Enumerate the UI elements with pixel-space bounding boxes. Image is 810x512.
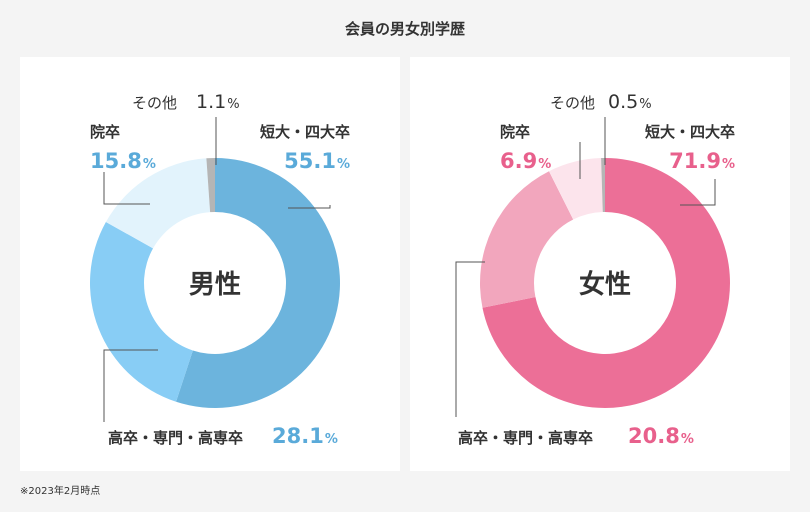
- male-value-label-1: 28.1%: [272, 424, 338, 448]
- male-category-label-2: 院卒: [90, 123, 120, 141]
- female-leader-line-0: [680, 179, 716, 206]
- female-center-label: 女性: [579, 269, 631, 300]
- male-category-label-3: その他: [132, 94, 177, 112]
- male-leader-line-0: [288, 205, 331, 209]
- female-category-label-0: 短大・四大卒: [645, 123, 735, 141]
- male-category-label-0: 短大・四大卒: [260, 123, 350, 141]
- male-category-label-1: 高卒・専門・高専卒: [108, 429, 243, 447]
- male-leader-line-1: [103, 349, 158, 422]
- male-value-label-3: 1.1%: [196, 91, 240, 113]
- male-value-label-0: 55.1%: [284, 149, 350, 173]
- male-value-label-2: 15.8%: [90, 149, 156, 173]
- female-value-label-0: 71.9%: [669, 149, 735, 173]
- male-donut-panel: 男性 短大・四大卒 55.1% 高卒・専門・高専卒 28.1% 院卒 15.8% その他 1.1…: [20, 57, 400, 471]
- female-category-label-2: 院卒: [500, 123, 530, 141]
- female-category-label-3: その他: [550, 94, 595, 112]
- male-slice-3: [206, 158, 215, 213]
- female-leader-line-1: [455, 261, 485, 417]
- male-center-label: 男性: [189, 270, 241, 300]
- female-slice-0: [482, 158, 730, 408]
- male-slice-1: [89, 221, 193, 402]
- female-donut-panel: 女性 短大・四大卒 71.9% 高卒・専門・高専卒 20.8% 院卒 6.9% その他 0.5%: [410, 57, 790, 471]
- female-slice-3: [601, 158, 605, 213]
- male-slice-0: [176, 158, 340, 408]
- chart-title: 会員の男女別学歴: [344, 20, 465, 38]
- female-value-label-1: 20.8%: [628, 424, 694, 448]
- male-donut-chart: 男性 短大・四大卒 55.1% 高卒・専門・高専卒 28.1% 院卒 15.8% その他 1.1…: [89, 91, 350, 448]
- male-leader-line-2: [103, 172, 150, 205]
- female-value-label-2: 6.9%: [500, 149, 551, 173]
- female-slice-2: [549, 158, 603, 220]
- female-value-label-3: 0.5%: [608, 91, 652, 113]
- footnote: ※2023年2月時点: [20, 486, 101, 497]
- female-category-label-1: 高卒・専門・高専卒: [458, 429, 593, 447]
- female-donut-chart: 女性 短大・四大卒 71.9% 高卒・専門・高専卒 20.8% 院卒 6.9% その他 0.5%: [455, 91, 735, 448]
- female-slice-1: [480, 171, 574, 308]
- male-slice-2: [105, 158, 211, 249]
